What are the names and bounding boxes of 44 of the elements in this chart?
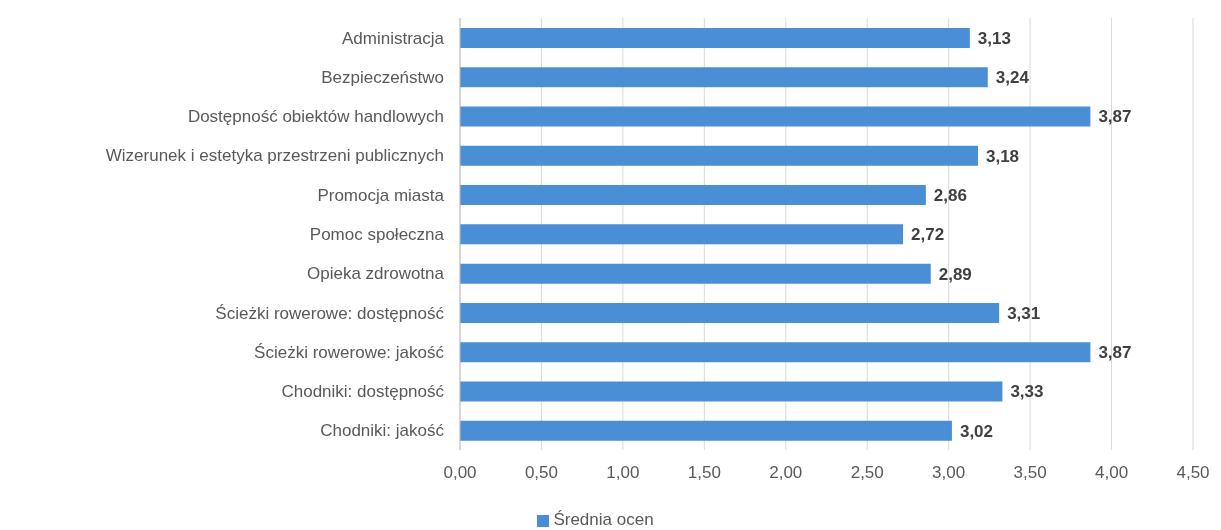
x-tick-label: 3,00 <box>932 463 966 483</box>
y-tick-label: Promocja miasta <box>317 185 445 205</box>
data-label: 2,72 <box>911 225 945 245</box>
data-label: 3,31 <box>1007 303 1041 323</box>
data-label: 2,89 <box>938 264 972 284</box>
y-tick-label: Pomoc społeczna <box>309 225 445 245</box>
bar <box>460 28 970 48</box>
bar <box>460 185 926 206</box>
y-tick-label: Opieka zdrowotna <box>306 264 445 284</box>
bar <box>460 106 1091 127</box>
data-label: 3,18 <box>985 146 1020 166</box>
x-tick-label: 4,00 <box>1095 463 1129 483</box>
x-tick-label: 2,00 <box>769 463 803 483</box>
y-tick-label: Chodniki: dostępność <box>281 382 445 402</box>
y-tick-label: Ścieżki rowerowe: jakość <box>254 342 445 362</box>
x-tick-label: 0,50 <box>524 463 558 483</box>
data-label: 3,13 <box>977 28 1011 48</box>
bar <box>460 342 1091 363</box>
y-tick-label: Dostępność obiektów handlowych <box>187 107 444 127</box>
y-tick-label: Administracja <box>341 28 445 48</box>
x-tick-label: 2,50 <box>850 463 884 483</box>
x-tick-label: 0,00 <box>443 463 477 483</box>
bar <box>460 145 978 166</box>
bar <box>460 381 1003 402</box>
data-label: 3,87 <box>1098 107 1132 127</box>
data-label: 3,02 <box>959 421 994 441</box>
y-tick-label: Ścieżki rowerowe: dostępność <box>215 303 445 323</box>
x-tick-label: 1,00 <box>606 463 640 483</box>
x-tick-label: 4,50 <box>1176 463 1210 483</box>
bar <box>460 263 931 284</box>
bar <box>460 302 1000 323</box>
data-label: 3,33 <box>1010 382 1044 402</box>
y-tick-label: Wizerunek i estetyka przestrzeni publicznych <box>105 146 444 166</box>
legend-label: Średnia ocen <box>553 510 654 529</box>
data-label: 3,87 <box>1098 343 1132 363</box>
bar <box>460 67 988 88</box>
y-tick-label: Bezpieczeństwo <box>321 67 444 87</box>
bar <box>460 420 952 441</box>
y-tick-label: Chodniki: jakość <box>320 421 445 441</box>
bar <box>460 224 904 245</box>
data-label: 3,24 <box>995 68 1030 88</box>
x-tick-label: 3,50 <box>1013 463 1047 483</box>
x-tick-label: 1,50 <box>687 463 721 483</box>
data-label: 2,86 <box>933 186 967 206</box>
